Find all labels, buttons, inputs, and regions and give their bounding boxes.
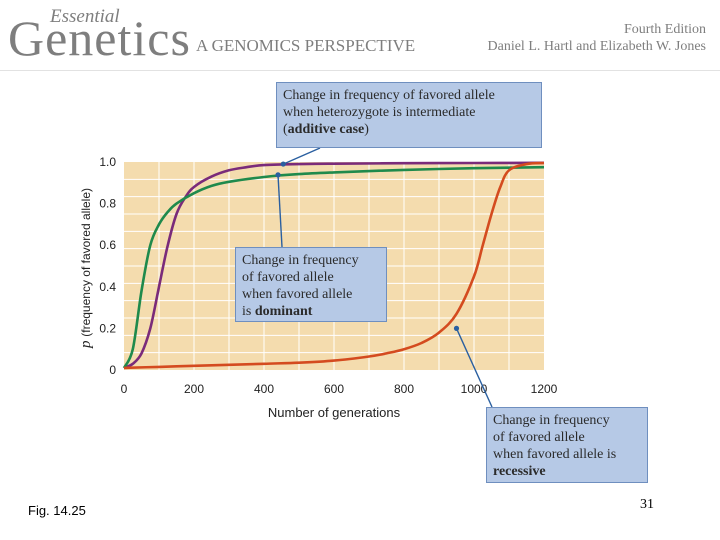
y-tick-label: 0.4 — [99, 280, 116, 294]
brand-small: Essential — [50, 6, 120, 27]
callout-additive: Change in frequency of favored allele wh… — [276, 82, 542, 148]
x-tick-label: 800 — [394, 382, 414, 396]
y-tick-label: 0.8 — [99, 197, 116, 211]
axes: 0 200 400 600 800 1000 1200 0 0.2 0.4 0.6 0.8 1.0 — [99, 155, 557, 396]
y-axis-label: p (frequency of favored allele) — [78, 188, 94, 349]
callout-dominant-line2: of favored allele — [242, 270, 334, 285]
brand-title: Genetics — [8, 10, 191, 66]
edition: Fourth Edition — [623, 22, 706, 37]
callout-pointer-dot-recessive — [453, 325, 460, 331]
series-lines — [122, 161, 545, 370]
x-tick-label: 400 — [254, 382, 274, 396]
callout-recessive-line3: when favored allele is — [493, 447, 617, 462]
callout-additive-line1: Change in frequency of favored allele — [283, 88, 495, 103]
slide-header: Genetics Essential A GENOMICS PERSPECTIV… — [0, 0, 720, 71]
callout-pointer-dot-additive — [280, 161, 286, 167]
y-tick-label: 1.0 — [99, 155, 116, 169]
authors: Daniel L. Hartl and Elizabeth W. Jones — [487, 39, 707, 54]
callout-dominant-line1: Change in frequency — [242, 253, 359, 268]
series-line-recessive — [123, 161, 545, 370]
y-axis-label-symbol: p — [78, 337, 94, 349]
series-line-dominant — [122, 165, 545, 369]
callout-recessive-line2: of favored allele — [493, 430, 585, 445]
x-tick-label: 1000 — [461, 382, 488, 396]
x-axis-label: Number of generations — [268, 405, 401, 420]
callout-pointer-dominant — [277, 174, 283, 248]
callout-additive-paren-open: ( — [283, 122, 288, 137]
callout-pointers — [275, 147, 493, 408]
callout-pointer-recessive — [455, 328, 493, 408]
callout-dominant-pre: is — [242, 304, 255, 319]
callout-additive-line3: (additive case) — [283, 121, 535, 138]
x-tick-label: 600 — [324, 382, 344, 396]
callout-dominant-line3: when favored allele — [242, 287, 353, 302]
y-tick-label: 0.6 — [99, 238, 116, 252]
figure-label: Fig. 14.25 — [28, 503, 86, 518]
y-tick-label: 0 — [109, 363, 116, 377]
callout-additive-line2: when heterozygote is intermediate — [283, 105, 476, 120]
callout-additive-bold: additive case — [287, 122, 365, 137]
callout-recessive-line4: recessive — [493, 463, 641, 480]
brand-subtitle: A GENOMICS PERSPECTIVE — [196, 36, 416, 55]
page-number: 31 — [640, 497, 654, 512]
callout-pointer-dot-dominant — [275, 172, 281, 178]
x-tick-label: 1200 — [531, 382, 558, 396]
callout-recessive: Change in frequency of favored allele wh… — [486, 407, 648, 483]
callout-dominant: Change in frequency of favored allele wh… — [235, 247, 387, 322]
callout-recessive-bold: recessive — [493, 464, 546, 479]
series-line-additive — [123, 161, 545, 370]
x-tick-label: 0 — [121, 382, 128, 396]
callout-additive-paren-close: ) — [364, 122, 369, 137]
x-tick-label: 200 — [184, 382, 204, 396]
callout-dominant-line4: is dominant — [242, 303, 380, 320]
callout-dominant-bold: dominant — [254, 304, 313, 319]
y-axis-label-text: (frequency of favored allele) — [79, 188, 93, 337]
callout-recessive-line1: Change in frequency — [493, 413, 610, 428]
callout-pointer-additive — [282, 147, 321, 165]
y-tick-label: 0.2 — [99, 321, 116, 335]
